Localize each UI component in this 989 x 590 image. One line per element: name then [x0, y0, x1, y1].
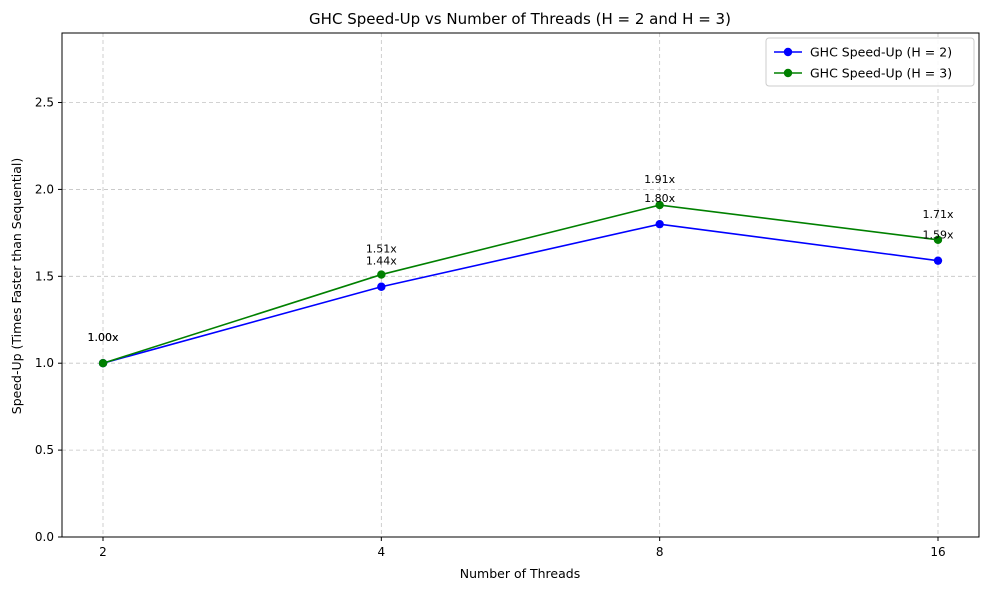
axes: 2 4 8 16 0.0 0.5 1.0 1.5 2.0 2.5	[35, 32, 980, 559]
y-axis-label: Speed-Up (Times Faster than Sequential)	[9, 158, 24, 414]
data-point-h3	[377, 270, 386, 279]
data-label-h2: 1.59x	[922, 229, 953, 242]
data-point-h3	[933, 235, 943, 245]
y-tick-label: 2.0	[35, 182, 54, 196]
x-tick-label: 2	[99, 545, 107, 559]
series-layer	[98, 200, 943, 368]
data-label-h3: 1.71x	[922, 208, 953, 221]
data-label-h2: 1.80x	[644, 192, 675, 205]
data-label-h2: 1.44x	[366, 255, 397, 268]
y-tick-label: 1.5	[35, 269, 54, 283]
x-tick-label: 16	[930, 545, 945, 559]
data-point-h2	[655, 219, 664, 229]
legend: GHC Speed-Up (H = 2) GHC Speed-Up (H = 3…	[765, 37, 975, 87]
series-line-h3	[102, 204, 939, 364]
data-label-h3: 1.51x	[366, 243, 397, 256]
data-point-h3	[655, 200, 664, 210]
data-point-h2	[933, 256, 943, 265]
x-axis-label: Number of Threads	[460, 566, 580, 581]
legend-label-h2: GHC Speed-Up (H = 2)	[810, 45, 952, 60]
y-tick-label: 0.0	[35, 530, 54, 544]
y-tick-label: 0.5	[35, 443, 54, 457]
y-tick-label: 2.5	[35, 96, 54, 110]
legend-label-h3: GHC Speed-Up (H = 3)	[810, 66, 952, 81]
legend-marker-h2	[783, 47, 793, 57]
legend-marker-h3	[783, 68, 793, 78]
chart-title: GHC Speed-Up vs Number of Threads (H = 2…	[309, 10, 731, 28]
y-tick-label: 1.0	[35, 356, 54, 370]
x-tick-label: 8	[656, 545, 664, 559]
series-line-h2	[102, 223, 939, 364]
data-label-h2: 1.00x	[87, 331, 118, 344]
data-point-h3	[98, 359, 108, 368]
data-label-h3: 1.00x	[87, 331, 118, 344]
plot-frame	[61, 32, 980, 538]
x-tick-label: 4	[378, 545, 386, 559]
legend-frame	[765, 37, 975, 87]
grid	[62, 33, 979, 538]
data-label-h3: 1.91x	[644, 173, 675, 186]
data-point-h2	[377, 282, 386, 291]
